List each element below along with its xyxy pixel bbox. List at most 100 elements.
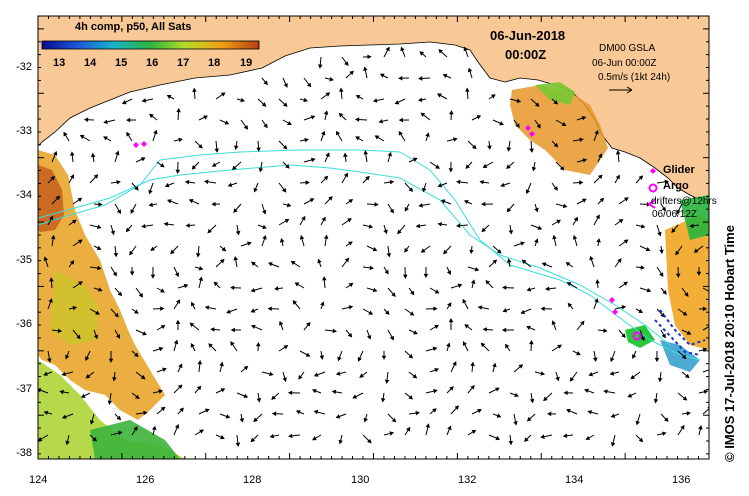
velocity-arrow-head [366,335,372,340]
velocity-arrow-head [59,389,64,395]
velocity-arrow-head [515,123,520,128]
velocity-arrow-head [49,215,54,221]
velocity-arrow-head [61,414,67,419]
velocity-arrow-head [409,311,415,316]
velocity-arrow-head [141,223,146,229]
velocity-arrow-head [579,180,584,185]
velocity-arrow-head [425,423,431,428]
velocity-arrow-head [618,219,624,224]
velocity-arrow-head [43,410,49,416]
velocity-arrow [702,369,709,373]
colorbar-tick: 13 [53,57,66,69]
info-datetime: 06-Jun 00:00Z [592,58,657,69]
velocity-arrow-head [174,423,180,429]
velocity-arrow-head [318,64,323,69]
velocity-arrow-head [267,306,272,311]
velocity-arrow-head [304,137,309,143]
argo-legend-label: Argo [663,180,689,192]
velocity-arrow-head [400,46,405,52]
velocity-arrow-head [166,95,172,99]
velocity-arrow-head [95,310,100,315]
velocity-arrow-head [589,255,594,261]
velocity-arrow-head [50,175,56,181]
velocity-arrow-head [49,277,54,282]
velocity-arrow-head [447,302,452,307]
velocity-arrow-head [565,262,571,267]
velocity-arrow-head [103,119,108,125]
velocity-arrow-head [372,98,378,103]
velocity-arrow-head [348,282,354,288]
velocity-arrow-head [659,249,664,255]
velocity-arrow-head [645,247,651,252]
velocity-arrow-head [320,301,325,307]
velocity-arrow-head [398,117,404,123]
velocity-arrow-head [492,362,497,368]
velocity-arrow-head [278,320,284,326]
velocity-arrow-head [501,327,507,333]
argo-legend-icon [648,183,658,193]
velocity-arrow-head [506,258,512,263]
velocity-arrow-head [623,281,629,286]
velocity-arrow-head [221,246,227,252]
velocity-arrow-head [203,115,208,120]
velocity-arrow-head [365,175,370,181]
velocity-arrow-head [227,182,233,187]
velocity-arrow-head [72,305,78,311]
velocity-arrow-head [603,389,608,394]
velocity-arrow-head [343,172,348,178]
velocity-arrow-head [610,357,615,363]
velocity-arrow-head [271,395,276,400]
y-tick-label: -35 [16,254,32,266]
velocity-arrow-head [85,356,90,361]
velocity-arrow-head [526,287,532,292]
velocity-arrow-head [354,117,360,122]
velocity-arrow-head [389,208,394,214]
velocity-arrow-head [134,394,140,400]
velocity-arrow-head [505,343,510,349]
velocity-arrow-head [556,219,561,224]
velocity-arrow-head [447,425,452,431]
velocity-arrow-head [117,291,123,297]
velocity-arrow-head [176,107,181,113]
velocity-arrow-head [313,409,319,415]
velocity-arrow-head [310,115,316,120]
velocity-arrow-head [363,66,368,72]
x-tick-label: 136 [672,474,691,486]
velocity-arrow-head [343,152,348,157]
velocity-arrow-head [434,367,440,373]
velocity-arrow-head [211,201,216,207]
velocity-arrow-head [359,373,364,378]
velocity-arrow-head [640,265,645,270]
velocity-arrow-head [541,262,547,267]
velocity-arrow-head [183,283,189,289]
velocity-arrow [702,326,709,331]
velocity-arrow-head [319,355,325,360]
velocity-arrow-head [657,231,662,237]
velocity-arrow-head [348,241,353,246]
velocity-arrow-head [282,144,288,150]
velocity-arrow-head [457,283,463,288]
velocity-arrow-head [491,94,496,99]
glider-legend-icon [650,168,656,174]
velocity-arrow-head [179,407,184,413]
velocity-arrow-head [48,298,53,303]
velocity-arrow-head [553,142,559,148]
glider-markers [133,125,618,315]
velocity-arrow-head [348,305,354,310]
velocity-arrow-head [569,376,575,382]
velocity-arrow-head [65,354,70,360]
velocity-arrow-head [196,385,202,391]
velocity-arrow-head [204,305,210,310]
velocity-arrow-head [684,373,690,379]
velocity-arrow-head [617,258,622,263]
velocity-arrow-head [404,206,409,212]
velocity-arrow-head [681,354,687,360]
velocity-arrow-head [418,203,423,208]
velocity-arrow-head [437,222,442,227]
velocity-arrow-head [232,165,237,170]
velocity-arrow-head [93,174,99,179]
velocity-arrow-head [581,116,587,121]
velocity-arrow-head [235,442,241,447]
velocity-arrow-head [500,182,505,188]
drifter-legend-label: drifters@12hrs [651,196,717,207]
